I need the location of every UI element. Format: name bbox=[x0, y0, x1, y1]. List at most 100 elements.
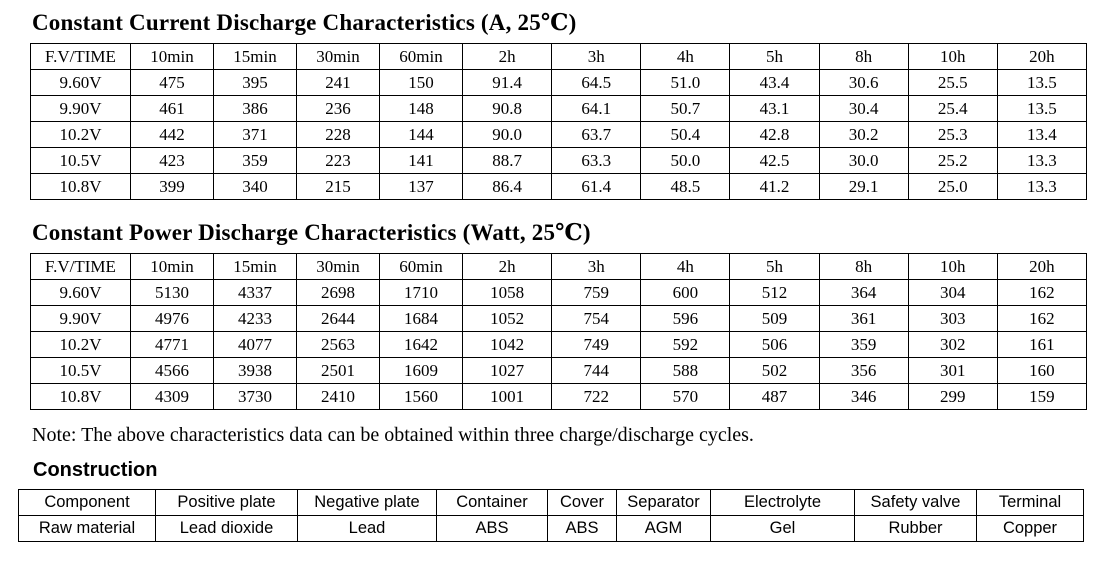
row-header-cell: Raw material bbox=[18, 515, 156, 542]
data-cell: 13.3 bbox=[996, 173, 1088, 200]
data-cell: 90.8 bbox=[461, 95, 553, 122]
data-cell: 160 bbox=[996, 357, 1088, 384]
data-cell: 592 bbox=[640, 331, 731, 358]
data-cell: 502 bbox=[729, 357, 820, 384]
row-header-cell: 10.2V bbox=[30, 121, 131, 148]
row-header-cell: 9.90V bbox=[30, 305, 131, 332]
data-cell: 223 bbox=[296, 147, 380, 174]
table-row: Raw material Lead dioxide Lead ABS ABS AGM Gel… bbox=[18, 515, 1084, 542]
data-cell: 364 bbox=[818, 279, 909, 306]
data-cell: 25.3 bbox=[907, 121, 998, 148]
data-cell: 50.4 bbox=[640, 121, 731, 148]
data-cell: 359 bbox=[213, 147, 297, 174]
column-header: Terminal bbox=[976, 489, 1084, 516]
data-cell: 42.5 bbox=[729, 147, 820, 174]
data-cell: 2698 bbox=[296, 279, 380, 306]
data-cell: 4771 bbox=[130, 331, 214, 358]
data-cell: 2644 bbox=[296, 305, 380, 332]
column-header: 3h bbox=[551, 253, 642, 280]
data-cell: 64.5 bbox=[551, 69, 642, 96]
data-cell: Gel bbox=[710, 515, 855, 542]
data-cell: 1058 bbox=[461, 279, 553, 306]
data-cell: 144 bbox=[379, 121, 463, 148]
data-cell: 4566 bbox=[130, 357, 214, 384]
data-cell: 4337 bbox=[213, 279, 297, 306]
data-cell: 2501 bbox=[296, 357, 380, 384]
data-cell: 506 bbox=[729, 331, 820, 358]
data-cell: 161 bbox=[996, 331, 1088, 358]
column-header: 10h bbox=[907, 253, 998, 280]
data-cell: 25.5 bbox=[907, 69, 998, 96]
column-header: Negative plate bbox=[297, 489, 437, 516]
data-cell: 13.5 bbox=[996, 95, 1088, 122]
data-cell: 303 bbox=[907, 305, 998, 332]
construction-table: Component Positive plate Negative plate Con… bbox=[18, 489, 1084, 542]
data-cell: 4309 bbox=[130, 383, 214, 410]
data-cell: 3730 bbox=[213, 383, 297, 410]
column-header: 10h bbox=[907, 43, 998, 70]
column-header: 8h bbox=[818, 253, 909, 280]
header-row: Component Positive plate Negative plate Con… bbox=[18, 489, 1084, 516]
data-cell: 1684 bbox=[379, 305, 463, 332]
data-cell: 512 bbox=[729, 279, 820, 306]
data-cell: 30.4 bbox=[818, 95, 909, 122]
header-row: F.V/TIME 10min 15min 30min 60min 2h 3h 4h 5h 8h 10… bbox=[30, 43, 1088, 70]
data-cell: 2410 bbox=[296, 383, 380, 410]
data-cell: 442 bbox=[130, 121, 214, 148]
data-cell: 13.3 bbox=[996, 147, 1088, 174]
data-cell: 749 bbox=[551, 331, 642, 358]
data-cell: 159 bbox=[996, 383, 1088, 410]
data-cell: 759 bbox=[551, 279, 642, 306]
data-cell: 461 bbox=[130, 95, 214, 122]
data-cell: 754 bbox=[551, 305, 642, 332]
data-cell: 137 bbox=[379, 173, 463, 200]
table-row: 9.90V 461 386 236 148 90.8 64.1 50.7 43.1 30.4 25.… bbox=[30, 95, 1088, 122]
data-cell: 41.2 bbox=[729, 173, 820, 200]
data-cell: 141 bbox=[379, 147, 463, 174]
data-cell: 90.0 bbox=[461, 121, 553, 148]
table-row: 9.60V 475 395 241 150 91.4 64.5 51.0 43.4 30.6 25.… bbox=[30, 69, 1088, 96]
data-cell: 1609 bbox=[379, 357, 463, 384]
table-row: 9.90V 4976 4233 2644 1684 1052 754 596 509 361 303… bbox=[30, 305, 1088, 332]
data-cell: 25.0 bbox=[907, 173, 998, 200]
data-cell: 30.2 bbox=[818, 121, 909, 148]
column-header: Safety valve bbox=[854, 489, 977, 516]
data-cell: 1642 bbox=[379, 331, 463, 358]
data-cell: 13.4 bbox=[996, 121, 1088, 148]
column-header: Separator bbox=[616, 489, 711, 516]
data-cell: 30.6 bbox=[818, 69, 909, 96]
column-header: 20h bbox=[996, 253, 1088, 280]
data-cell: 570 bbox=[640, 383, 731, 410]
data-cell: 356 bbox=[818, 357, 909, 384]
data-cell: 4077 bbox=[213, 331, 297, 358]
column-header: 5h bbox=[729, 43, 820, 70]
data-cell: 399 bbox=[130, 173, 214, 200]
data-cell: 395 bbox=[213, 69, 297, 96]
data-cell: Copper bbox=[976, 515, 1084, 542]
data-cell: 51.0 bbox=[640, 69, 731, 96]
data-cell: 148 bbox=[379, 95, 463, 122]
row-header-cell: 10.2V bbox=[30, 331, 131, 358]
data-cell: 475 bbox=[130, 69, 214, 96]
data-cell: 588 bbox=[640, 357, 731, 384]
data-cell: 91.4 bbox=[461, 69, 553, 96]
row-header-cell: 10.8V bbox=[30, 173, 131, 200]
row-header-cell: 10.5V bbox=[30, 147, 131, 174]
data-cell: 304 bbox=[907, 279, 998, 306]
column-header: 15min bbox=[213, 43, 297, 70]
data-cell: 13.5 bbox=[996, 69, 1088, 96]
column-header: 8h bbox=[818, 43, 909, 70]
table-row: 10.2V 4771 4077 2563 1642 1042 749 592 506 359 302… bbox=[30, 331, 1088, 358]
data-cell: 744 bbox=[551, 357, 642, 384]
data-cell: ABS bbox=[436, 515, 548, 542]
data-cell: ABS bbox=[547, 515, 617, 542]
table-row: 10.5V 423 359 223 141 88.7 63.3 50.0 42.5 30.0 25.… bbox=[30, 147, 1088, 174]
column-header: 3h bbox=[551, 43, 642, 70]
data-cell: 64.1 bbox=[551, 95, 642, 122]
column-header: 4h bbox=[640, 253, 731, 280]
data-cell: 241 bbox=[296, 69, 380, 96]
datasheet-page: Constant Current Discharge Characteristi… bbox=[18, 10, 1088, 542]
table-row: 9.60V 5130 4337 2698 1710 1058 759 600 512 364 304… bbox=[30, 279, 1088, 306]
column-header: 20h bbox=[996, 43, 1088, 70]
data-cell: 162 bbox=[996, 305, 1088, 332]
